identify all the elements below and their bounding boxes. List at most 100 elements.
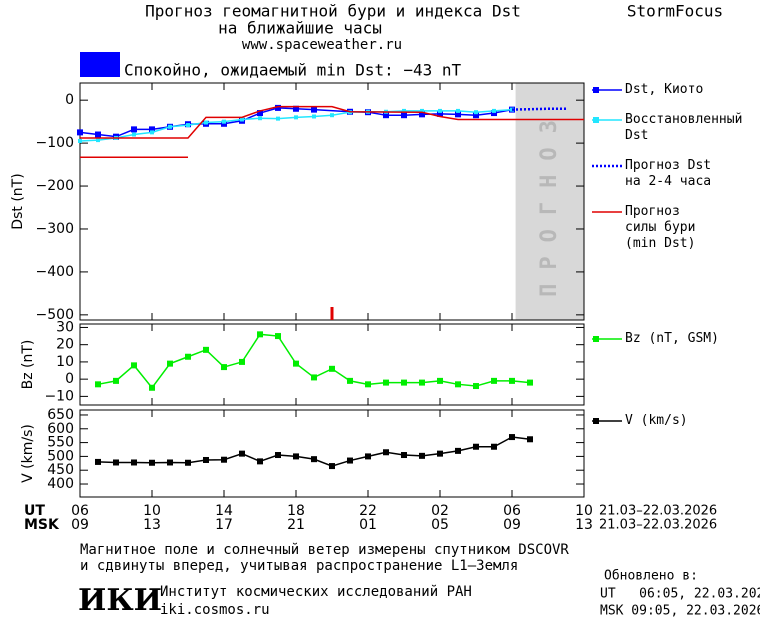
x-tick-label: 10 <box>575 503 593 519</box>
legend-label: Прогноз силы бури (min Dst) <box>625 204 696 251</box>
note: Магнитное поле и солнечный ветер измерен… <box>80 542 569 558</box>
y-tick-label: 20 <box>56 337 74 353</box>
x-tick-label: 09 <box>71 517 89 533</box>
data-point <box>294 115 298 120</box>
y-tick-label: −100 <box>36 135 74 151</box>
data-point <box>258 116 262 121</box>
legend-label: Dst, Киото <box>625 82 704 97</box>
data-point <box>185 459 191 466</box>
data-point <box>473 112 479 119</box>
y-axis-label: Dst (nT) <box>10 173 26 229</box>
x-tick-label: 10 <box>143 503 161 519</box>
x-tick-label: 22 <box>359 503 377 519</box>
plot-frame <box>79 409 585 498</box>
x-tick-label: 09 <box>503 517 521 533</box>
date-range: 21.03–22.03.2026 <box>599 518 717 533</box>
data-point <box>330 113 334 118</box>
data-point <box>221 364 227 371</box>
data-point <box>276 116 280 121</box>
y-tick-label: −400 <box>36 264 74 280</box>
data-point <box>437 110 443 117</box>
data-point <box>311 106 317 113</box>
data-point <box>132 132 136 137</box>
data-point <box>401 452 407 459</box>
data-point <box>150 130 154 135</box>
data-point <box>240 117 244 122</box>
data-point <box>293 453 299 460</box>
data-point <box>203 456 209 463</box>
data-point <box>113 377 119 384</box>
data-point <box>437 450 443 457</box>
data-point <box>455 381 461 388</box>
data-point <box>96 138 100 143</box>
data-point <box>95 381 101 388</box>
data-point <box>455 447 461 454</box>
legend-label: Bz (nT, GSM) <box>625 331 719 346</box>
data-point <box>131 126 137 133</box>
legend-label: Восстановленный Dst <box>625 112 743 143</box>
data-point <box>185 353 191 360</box>
y-tick-label: 450 <box>47 462 74 478</box>
data-point <box>365 381 371 388</box>
data-point <box>257 331 263 338</box>
y-tick-label: −300 <box>36 221 74 237</box>
data-point <box>491 443 497 450</box>
data-point <box>456 108 460 113</box>
y-tick-label: 30 <box>56 319 74 335</box>
data-point <box>527 436 533 443</box>
x-axis-label: MSK <box>24 517 60 533</box>
x-tick-label: 06 <box>71 503 89 519</box>
data-point <box>95 131 101 138</box>
y-tick-label: −500 <box>36 307 74 323</box>
y-tick-label: 0 <box>65 371 74 387</box>
y-tick-label: 10 <box>56 354 74 370</box>
data-point <box>222 119 226 124</box>
data-point <box>401 379 407 386</box>
data-point <box>527 379 533 386</box>
x-tick-label: 14 <box>215 503 233 519</box>
legend-label: Прогноз Dst на 2-4 часа <box>625 158 712 189</box>
data-point <box>257 110 263 117</box>
brand: StormFocus <box>627 2 723 21</box>
forecast-label: ПРОГНОЗ <box>537 106 562 297</box>
data-point <box>311 456 317 463</box>
data-point <box>437 377 443 384</box>
data-point <box>257 458 263 465</box>
data-point <box>383 449 389 456</box>
data-point <box>438 108 442 113</box>
x-tick-label: 01 <box>359 517 377 533</box>
plot-frame <box>79 323 585 406</box>
data-point <box>347 377 353 384</box>
y-axis-label: Bz (nT) <box>20 340 36 390</box>
institute: Институт космических исследований РАН <box>160 584 472 600</box>
data-point <box>186 123 190 128</box>
data-point <box>204 120 208 125</box>
title: Прогноз геомагнитной бури и индекса Dst <box>145 2 521 21</box>
data-point <box>293 105 299 112</box>
data-point <box>509 434 515 441</box>
data-point <box>78 138 82 143</box>
data-point <box>329 365 335 372</box>
data-point <box>419 452 425 459</box>
data-point <box>383 379 389 386</box>
data-point <box>312 114 316 119</box>
data-point <box>167 459 173 466</box>
data-point <box>383 112 389 119</box>
y-tick-label: 650 <box>47 407 74 423</box>
data-point <box>420 108 424 113</box>
data-point <box>347 457 353 464</box>
y-tick-label: −200 <box>36 178 74 194</box>
data-point <box>239 450 245 457</box>
series-line <box>79 107 513 138</box>
subtitle: на ближайшие часы <box>218 19 382 38</box>
y-tick-label: 500 <box>47 448 74 464</box>
x-axis-label: UT <box>24 503 45 519</box>
data-point <box>401 112 407 119</box>
data-point <box>77 129 83 136</box>
data-point <box>203 346 209 353</box>
y-tick-label: 0 <box>65 92 74 108</box>
legend-marker <box>593 117 599 123</box>
data-point <box>221 120 227 127</box>
